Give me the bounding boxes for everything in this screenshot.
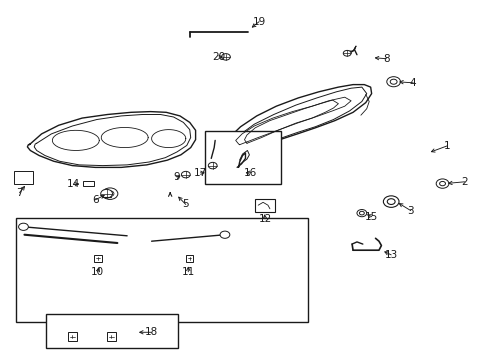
Text: 14: 14: [66, 179, 80, 189]
Bar: [83, 181, 94, 186]
Circle shape: [220, 231, 229, 238]
Circle shape: [106, 191, 114, 197]
Circle shape: [343, 50, 350, 56]
Text: 17: 17: [193, 168, 207, 178]
Bar: [94, 255, 102, 262]
Bar: [255, 199, 274, 212]
Bar: [186, 255, 193, 262]
Text: 6: 6: [92, 195, 99, 205]
Text: 15: 15: [364, 212, 378, 222]
Bar: [107, 332, 116, 341]
Text: 1: 1: [443, 141, 450, 151]
Text: 20: 20: [212, 52, 225, 62]
Circle shape: [101, 189, 112, 198]
Text: 16: 16: [244, 168, 257, 178]
Circle shape: [208, 162, 217, 169]
Text: 10: 10: [91, 267, 104, 277]
Text: 8: 8: [382, 54, 389, 64]
Circle shape: [221, 54, 230, 60]
Circle shape: [386, 77, 400, 87]
Bar: [46, 314, 178, 348]
Text: 13: 13: [384, 250, 397, 260]
Circle shape: [19, 223, 28, 230]
Text: 7: 7: [16, 188, 23, 198]
Text: 5: 5: [182, 199, 189, 210]
Circle shape: [439, 181, 445, 186]
Text: 2: 2: [460, 177, 467, 187]
Text: 4: 4: [409, 78, 416, 88]
Circle shape: [383, 196, 398, 207]
Text: 19: 19: [252, 17, 265, 27]
Bar: [14, 171, 33, 184]
Text: 11: 11: [181, 267, 195, 277]
Circle shape: [181, 171, 190, 178]
Circle shape: [386, 199, 394, 204]
Text: 9: 9: [173, 172, 180, 182]
Bar: [68, 332, 77, 341]
Circle shape: [356, 210, 366, 217]
Circle shape: [102, 188, 118, 199]
Bar: [205, 131, 281, 184]
Circle shape: [435, 179, 448, 188]
Bar: [16, 218, 307, 322]
Text: 12: 12: [258, 214, 271, 224]
Circle shape: [359, 211, 364, 215]
Circle shape: [389, 79, 396, 84]
Text: 3: 3: [407, 206, 413, 216]
Text: 18: 18: [144, 327, 158, 337]
